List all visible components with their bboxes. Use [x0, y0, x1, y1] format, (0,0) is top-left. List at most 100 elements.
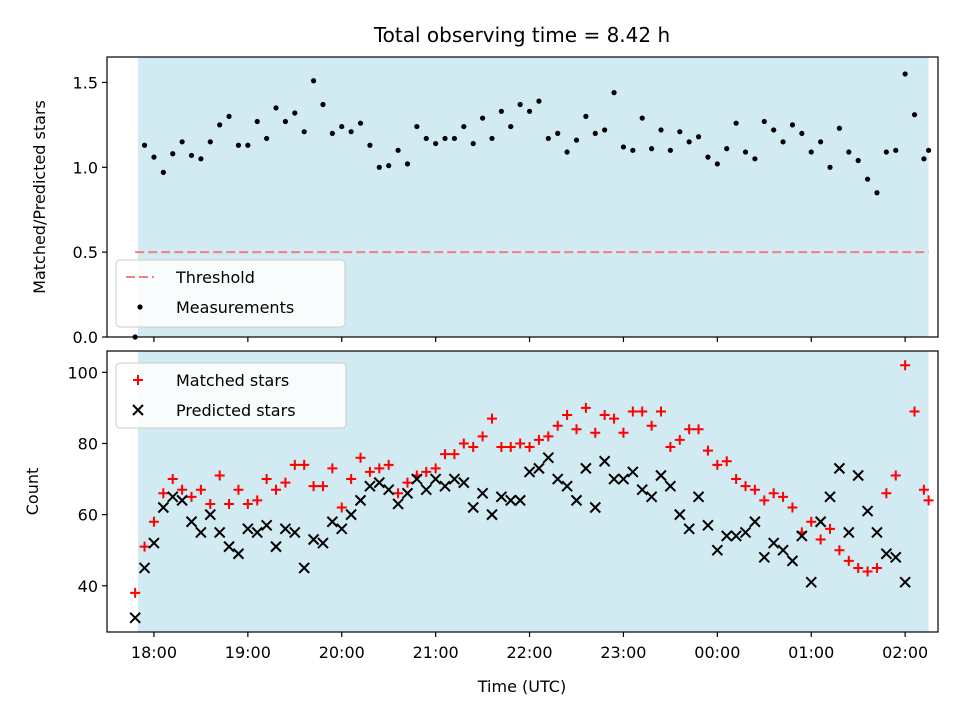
- measurement-point: [695, 134, 702, 140]
- measurement-point: [442, 135, 448, 142]
- measurement-point: [217, 122, 223, 128]
- matched-stars-point: [421, 466, 432, 477]
- measurement-point: [911, 112, 918, 118]
- measurement-point: [592, 130, 598, 136]
- predicted-stars-point: [289, 526, 301, 539]
- measurement-point: [479, 115, 486, 121]
- predicted-stars-point: [148, 537, 160, 549]
- x-tick-label: 19:00: [225, 643, 271, 662]
- predicted-stars-point: [514, 494, 526, 507]
- y-tick-label: 0.0: [73, 328, 98, 347]
- matched-stars-point: [599, 410, 610, 421]
- measurement-point: [611, 90, 617, 96]
- matched-stars-point: [787, 502, 798, 513]
- x-tick-label: 22:00: [506, 643, 552, 662]
- measurement-point: [329, 130, 335, 136]
- predicted-stars-point: [448, 473, 461, 485]
- matched-stars-point: [468, 442, 479, 453]
- predicted-stars-point: [786, 555, 799, 567]
- matched-stars-point: [768, 488, 779, 499]
- measurement-point: [761, 118, 767, 125]
- matched-stars-point: [524, 442, 535, 453]
- matched-stars-point: [665, 442, 676, 453]
- predicted-stars-point: [364, 480, 376, 492]
- matched-stars-point: [158, 488, 169, 499]
- legend-label: Predicted stars: [176, 401, 296, 420]
- x-tick-label: 01:00: [788, 643, 834, 662]
- measurement-point: [883, 149, 889, 155]
- y-tick-label: 40: [78, 577, 98, 596]
- predicted-stars-point: [824, 491, 836, 503]
- measurement-point: [170, 151, 176, 157]
- predicted-stars-point: [279, 523, 292, 535]
- predicted-stars-point: [767, 537, 780, 549]
- measurement-point: [367, 142, 373, 148]
- measurement-point: [320, 101, 326, 108]
- predicted-stars-point: [354, 494, 367, 507]
- matched-stars-point: [900, 360, 911, 371]
- predicted-stars-point: [749, 516, 761, 528]
- predicted-stars-point: [721, 530, 733, 542]
- measurement-point: [573, 137, 580, 143]
- matched-stars-point: [853, 562, 864, 573]
- predicted-stars-point: [702, 519, 714, 531]
- matched-stars-point: [843, 555, 854, 566]
- predicted-stars-point: [232, 548, 245, 560]
- predicted-stars-point: [777, 544, 789, 556]
- predicted-stars-point: [486, 508, 498, 521]
- legend-label: Threshold: [175, 268, 255, 287]
- measurement-point: [874, 190, 880, 196]
- measurement-point: [733, 120, 739, 126]
- predicted-stars-point: [270, 540, 282, 553]
- predicted-stars-point: [692, 491, 705, 503]
- predicted-stars-point: [871, 526, 883, 539]
- matched-stars-point: [280, 477, 291, 488]
- measurement-point: [630, 147, 636, 153]
- predicted-stars-point: [411, 473, 423, 485]
- predicted-stars-point: [458, 476, 470, 489]
- matched-stars-point: [195, 484, 206, 495]
- top-panel: 0.0 0.5 1.0 1.5 Matched/Predicted stars Thres…: [30, 56, 939, 347]
- predicted-stars-point: [655, 469, 667, 482]
- measurement-point: [808, 149, 814, 155]
- predicted-stars-point: [580, 462, 592, 475]
- measurement-point: [273, 105, 279, 111]
- predicted-stars-point: [336, 523, 348, 535]
- matched-stars-point: [402, 477, 413, 488]
- matched-stars-point: [702, 445, 713, 456]
- matched-stars-point: [562, 410, 573, 421]
- matched-stars-point: [918, 484, 929, 495]
- bottom-panel: 40 60 80 100 18:00 19:00 20:00 21:00 22:00 23:00 0…: [23, 350, 939, 662]
- matched-stars-point: [637, 406, 648, 417]
- matched-stars-point: [590, 427, 601, 438]
- measurement-point: [555, 130, 561, 136]
- predicted-stars-point: [739, 526, 752, 539]
- predicted-stars-point: [138, 562, 151, 574]
- predicted-stars-point: [843, 526, 855, 539]
- measurement-point: [864, 176, 871, 182]
- matched-stars-point: [261, 474, 272, 485]
- matched-stars-point: [393, 488, 404, 499]
- measurement-point: [254, 118, 260, 125]
- measurement-point: [470, 140, 476, 147]
- measurement-point: [188, 152, 195, 159]
- measurement-point: [620, 144, 627, 150]
- predicted-stars-point: [185, 516, 198, 528]
- measurement-point: [780, 139, 786, 145]
- predicted-stars-point: [345, 508, 357, 521]
- predicted-stars-point: [129, 612, 141, 624]
- matched-stars-point: [806, 516, 817, 527]
- x-tick-label: 23:00: [600, 643, 646, 662]
- measurement-point: [667, 147, 673, 153]
- matched-stars-point: [825, 523, 836, 534]
- x-tick-label: 20:00: [319, 643, 365, 662]
- matched-stars-point: [177, 484, 188, 495]
- x-tick-label: 21:00: [413, 643, 459, 662]
- measurement-point: [677, 129, 683, 135]
- matched-stars-point: [496, 442, 507, 453]
- predicted-stars-point: [213, 526, 226, 539]
- axes-frame: [106, 56, 939, 338]
- legend-predicted-swatch: [132, 404, 144, 416]
- measurement-point: [339, 123, 345, 130]
